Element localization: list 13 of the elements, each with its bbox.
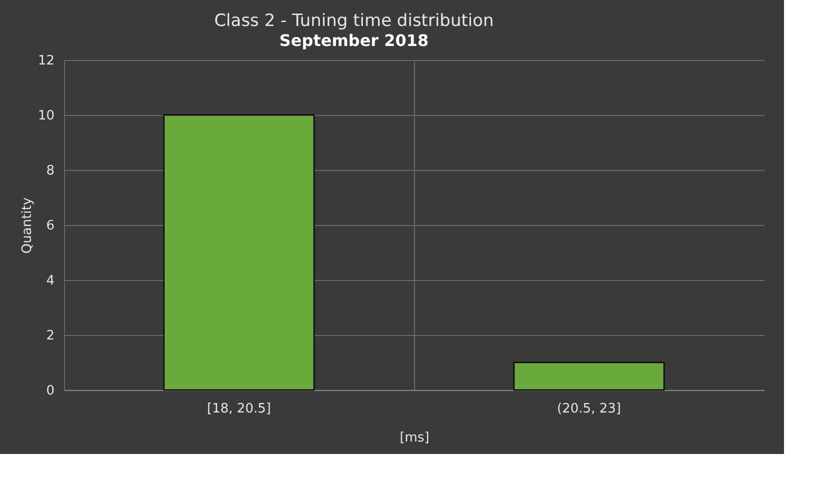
x-tick-label: (20.5, 23]: [557, 402, 621, 416]
chart-subtitle: September 2018: [279, 31, 429, 50]
y-tick-label: 2: [46, 328, 54, 344]
chart-title: Class 2 - Tuning time distribution: [214, 11, 494, 31]
y-tick-label: 4: [46, 274, 54, 288]
y-tick-label: 0: [46, 384, 54, 398]
y-tick-label: 10: [38, 108, 54, 124]
y-axis-title: Quantity: [20, 197, 35, 254]
y-tick-label: 6: [46, 218, 54, 234]
x-tick-label: [18, 20.5]: [207, 402, 271, 416]
x-axis-title: [ms]: [400, 430, 430, 446]
y-tick-label: 12: [38, 54, 54, 68]
y-tick-label: 8: [46, 164, 54, 178]
